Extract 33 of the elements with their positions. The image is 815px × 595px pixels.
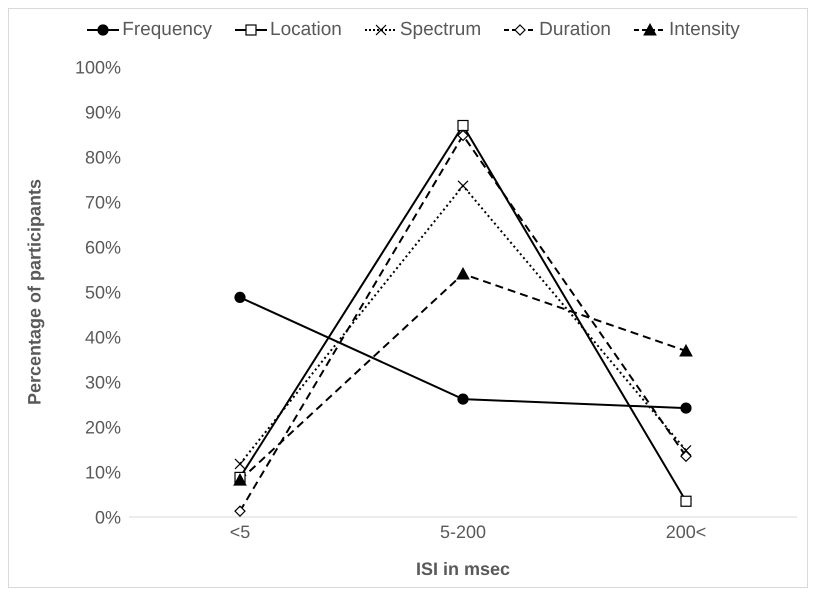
legend-label: Frequency <box>122 19 212 41</box>
y-tick-label: 80% <box>84 147 121 168</box>
point <box>680 344 692 356</box>
y-tick-label: 0% <box>94 507 121 528</box>
y-tick-label: 60% <box>84 237 121 258</box>
y-tick-label: 100% <box>74 57 121 78</box>
y-axis-title: Percentage of participants <box>24 178 44 406</box>
point <box>680 444 692 456</box>
y-tick-label: 40% <box>84 327 121 348</box>
y-tick-label: 70% <box>84 192 121 212</box>
legend-label: Location <box>270 19 342 41</box>
point <box>680 496 692 507</box>
point <box>457 180 469 192</box>
point <box>456 268 470 280</box>
y-tick-label: 20% <box>84 417 121 438</box>
legend-label: Intensity <box>669 19 740 41</box>
point <box>234 474 246 486</box>
point <box>457 394 469 405</box>
point <box>234 292 246 303</box>
y-tick-label: 10% <box>84 462 121 482</box>
point <box>234 506 246 517</box>
x-tick-label: <5 <box>230 522 250 542</box>
x-tick-label: 200< <box>666 522 706 542</box>
y-tick-label: 30% <box>84 372 121 392</box>
y-tick-label: 90% <box>84 102 121 122</box>
legend-label: Spectrum <box>400 19 482 41</box>
point <box>680 402 692 414</box>
legend-label: Duration <box>539 19 611 41</box>
x-tick-label: 5-200 <box>440 522 486 542</box>
y-tick-label: 50% <box>84 282 121 302</box>
point <box>234 458 246 470</box>
point <box>457 120 469 132</box>
x-axis-title: ISI in msec <box>416 559 510 579</box>
